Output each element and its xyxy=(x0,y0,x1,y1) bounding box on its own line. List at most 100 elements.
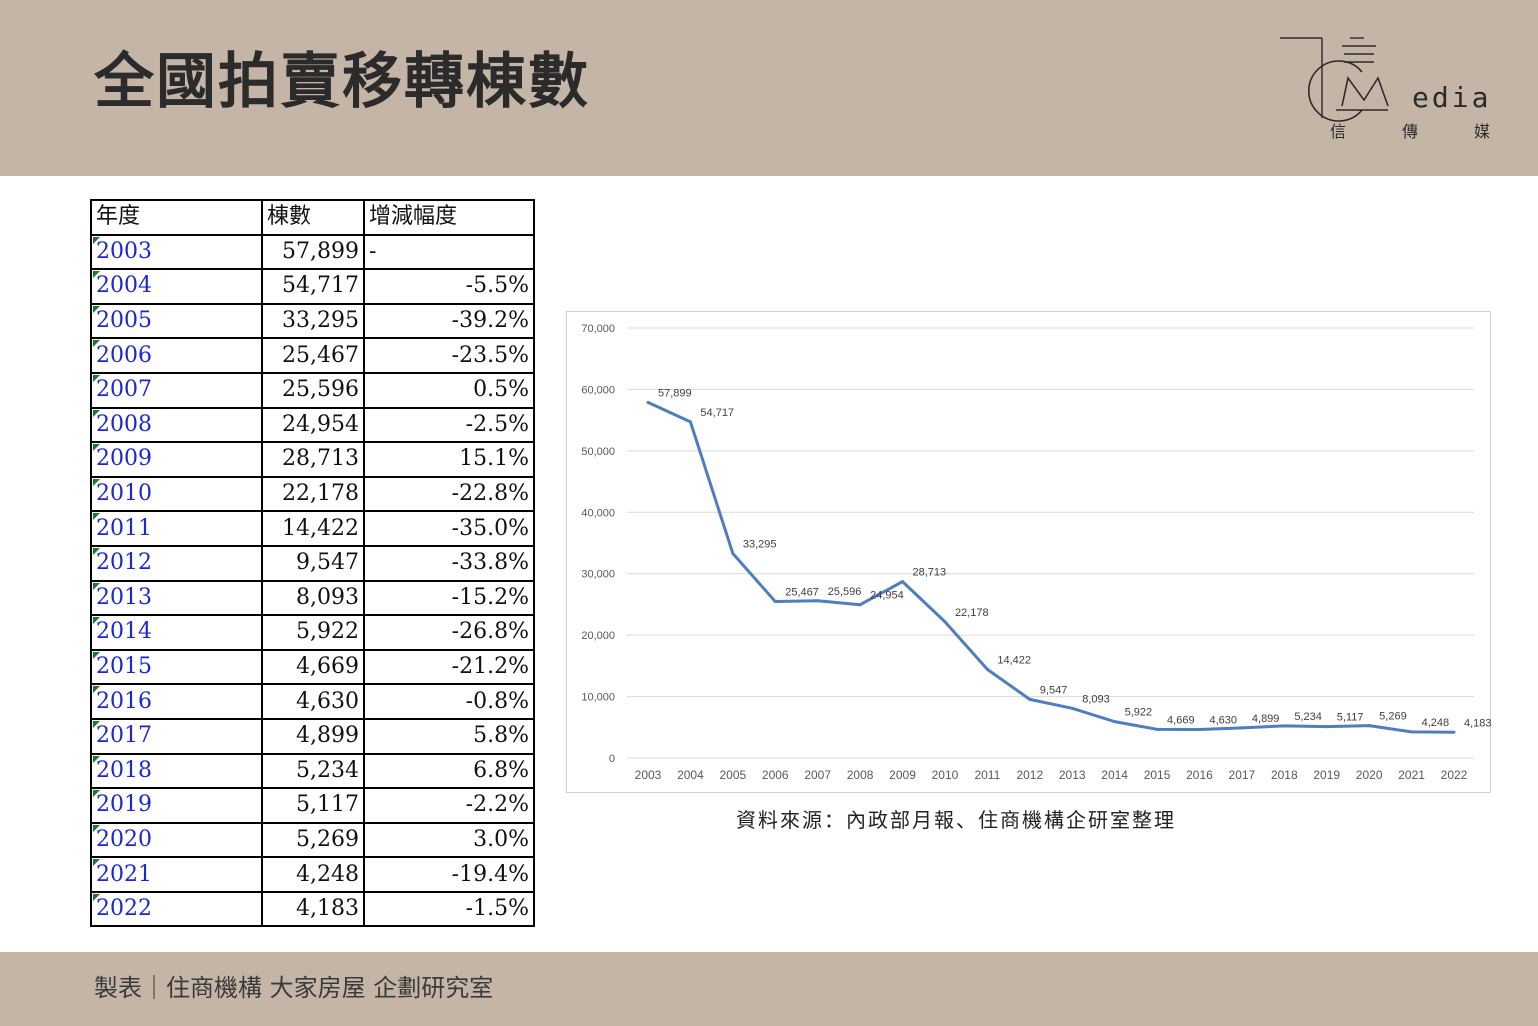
cell-change: -2.2% xyxy=(363,787,535,824)
data-label: 9,547 xyxy=(1040,684,1068,696)
data-label: 5,922 xyxy=(1125,707,1153,719)
y-tick-label: 0 xyxy=(609,753,615,765)
x-tick-label: 2022 xyxy=(1441,768,1468,782)
data-point xyxy=(1240,726,1244,730)
data-label: 28,713 xyxy=(913,567,947,579)
data-label: 14,422 xyxy=(997,654,1031,666)
table-row: 2016 4,630 -0.8% xyxy=(90,683,535,720)
logo-wordmark: edia xyxy=(1412,81,1492,114)
cell-change: -19.4% xyxy=(363,856,535,893)
data-point xyxy=(816,599,820,603)
table-row: 2015 4,669 -21.2% xyxy=(90,648,535,686)
cell-change: -22.8% xyxy=(363,475,535,513)
x-tick-label: 2017 xyxy=(1229,768,1256,782)
series-line xyxy=(647,400,1455,734)
data-point xyxy=(1282,724,1286,728)
table-body: 2003 57,899-2004 54,717 -5.5% 2005 33,295 -39.… xyxy=(90,233,535,928)
cell-count: 24,954 xyxy=(261,406,365,444)
cell-count: 5,922 xyxy=(261,614,365,651)
cell-change: 3.0% xyxy=(363,821,535,859)
column-header-year: 年度 xyxy=(90,199,263,236)
logo-icon xyxy=(1280,37,1389,122)
cell-change: -26.8% xyxy=(363,614,535,651)
cell-year: 2020 xyxy=(90,821,263,859)
cell-year: 2009 xyxy=(90,441,263,478)
data-point xyxy=(1155,727,1159,731)
data-point xyxy=(1070,706,1074,710)
data-point xyxy=(858,603,862,607)
data-point xyxy=(985,667,989,671)
data-label: 4,630 xyxy=(1209,715,1237,727)
x-tick-label: 2007 xyxy=(804,768,831,782)
logo-sub-char: 傳 xyxy=(1402,122,1419,141)
cell-year: 2015 xyxy=(90,648,263,686)
cell-change: 0.5% xyxy=(363,371,535,409)
cell-count: 4,630 xyxy=(261,683,365,720)
data-label: 25,467 xyxy=(785,587,819,599)
data-table: 年度 棟數 增減幅度 2003 57,899-2004 54,717 -5.5% 200… xyxy=(90,199,535,928)
table-row: 2019 5,117 -2.2% xyxy=(90,787,535,824)
data-label: 5,269 xyxy=(1379,711,1407,723)
cell-change: -39.2% xyxy=(363,302,535,340)
data-label: 33,295 xyxy=(743,538,777,550)
source-note: 資料來源：內政部月報、住商機構企研室整理 xyxy=(736,808,1176,832)
cell-change: -1.5% xyxy=(363,890,535,928)
table-row: 2009 28,713 15.1% xyxy=(90,441,535,478)
x-tick-label: 2005 xyxy=(719,768,746,782)
cell-year: 2013 xyxy=(90,579,263,617)
data-point xyxy=(1197,728,1201,732)
data-point xyxy=(1028,697,1032,701)
data-point xyxy=(1367,724,1371,728)
cell-change: -5.5% xyxy=(363,268,535,305)
data-label: 8,093 xyxy=(1082,693,1110,705)
table-row: 2013 8,093 -15.2% xyxy=(90,579,535,617)
table-row: 2021 4,248 -19.4% xyxy=(90,856,535,893)
table-header-row: 年度 棟數 增減幅度 xyxy=(90,199,535,236)
y-tick-label: 10,000 xyxy=(581,692,615,704)
cell-count: 5,117 xyxy=(261,787,365,824)
cell-change: - xyxy=(363,233,535,271)
cell-year: 2004 xyxy=(90,268,263,305)
data-point xyxy=(943,620,947,624)
cell-count: 25,467 xyxy=(261,337,365,374)
cell-change: -23.5% xyxy=(363,337,535,374)
table-row: 2004 54,717 -5.5% xyxy=(90,268,535,305)
cell-change: -35.0% xyxy=(363,510,535,547)
cell-count: 4,248 xyxy=(261,856,365,893)
data-label: 22,178 xyxy=(955,607,989,619)
cell-year: 2003 xyxy=(90,233,263,271)
data-point xyxy=(1410,730,1414,734)
footer-band xyxy=(0,952,1538,1026)
data-point xyxy=(646,400,650,404)
table-row: 2020 5,269 3.0% xyxy=(90,821,535,859)
cell-change: -21.2% xyxy=(363,648,535,686)
cell-count: 8,093 xyxy=(261,579,365,617)
cell-year: 2005 xyxy=(90,302,263,340)
table-row: 2022 4,183 -1.5% xyxy=(90,890,535,928)
y-tick-label: 70,000 xyxy=(581,323,615,335)
table-row: 2006 25,467 -23.5% xyxy=(90,337,535,374)
table-row: 2012 9,547 -33.8% xyxy=(90,544,535,582)
x-tick-label: 2015 xyxy=(1144,768,1171,782)
chart-canvas: 0 10,000 20,000 30,000 40,000 50,000 60,000 70,… xyxy=(581,323,1491,782)
x-tick-label: 2003 xyxy=(635,768,662,782)
cell-count: 4,899 xyxy=(261,717,365,755)
cell-change: -0.8% xyxy=(363,683,535,720)
cell-change: -33.8% xyxy=(363,544,535,582)
table-row: 2018 5,234 6.8% xyxy=(90,752,535,790)
cell-count: 14,422 xyxy=(261,510,365,547)
data-point xyxy=(688,420,692,424)
y-tick-label: 40,000 xyxy=(581,507,615,519)
cell-year: 2014 xyxy=(90,614,263,651)
header-band xyxy=(0,0,1538,176)
data-point xyxy=(1325,725,1329,729)
page-title: 全國拍賣移轉棟數 xyxy=(94,47,590,117)
cell-year: 2016 xyxy=(90,683,263,720)
cell-count: 25,596 xyxy=(261,371,365,409)
x-tick-label: 2018 xyxy=(1271,768,1298,782)
cell-year: 2021 xyxy=(90,856,263,893)
x-tick-label: 2012 xyxy=(1016,768,1043,782)
table-row: 2011 14,422 -35.0% xyxy=(90,510,535,547)
data-point xyxy=(901,580,905,584)
data-point xyxy=(1113,720,1117,724)
